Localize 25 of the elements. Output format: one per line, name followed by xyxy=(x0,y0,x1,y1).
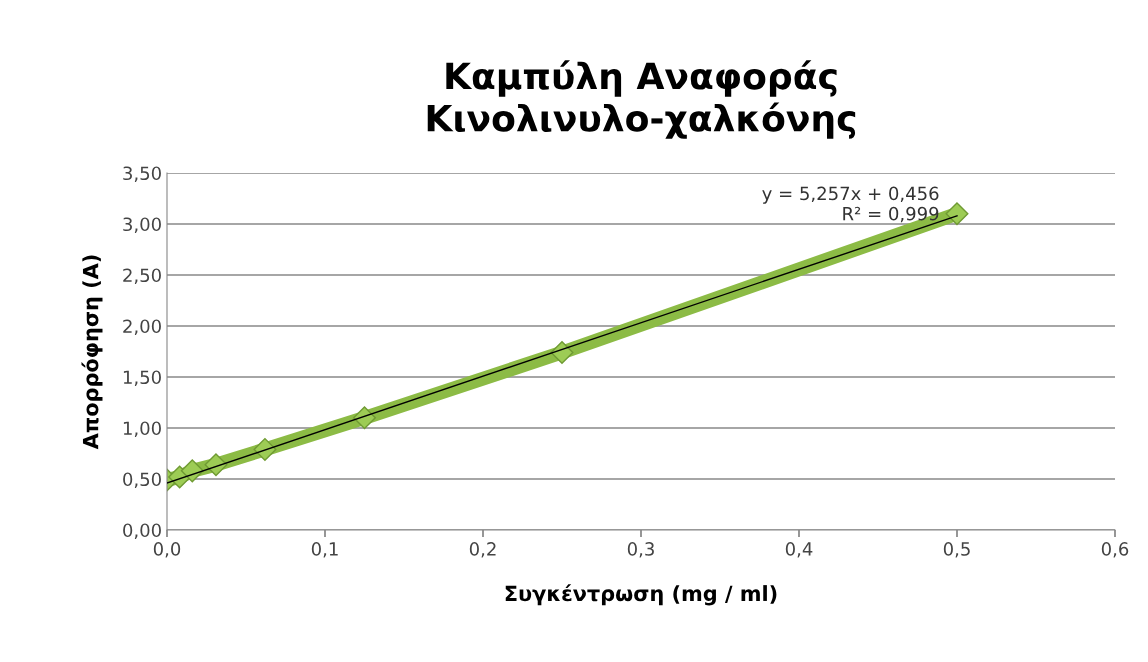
x-tick-label: 0,0 xyxy=(153,542,181,558)
y-tick-label: 2,00 xyxy=(123,319,161,335)
y-tick-label: 1,00 xyxy=(123,421,161,437)
y-tick-label: 0,00 xyxy=(123,523,161,539)
chart-title: Καμπύλη Αναφοράς Κινολινυλο-χαλκόνης xyxy=(427,60,856,139)
x-tick-label: 0,6 xyxy=(1101,542,1129,558)
point xyxy=(180,459,204,483)
y-axis-title: Απορρόφηση (A) xyxy=(81,255,103,450)
x-tick-label: 0,2 xyxy=(469,542,496,558)
point xyxy=(253,437,277,461)
x-tick-label: 0,4 xyxy=(785,542,813,558)
point xyxy=(550,341,574,365)
point xyxy=(204,453,228,477)
y-tick-label: 1,50 xyxy=(123,370,161,386)
y-tick-label: 3,50 xyxy=(123,166,161,182)
y-tick-label: 2,50 xyxy=(123,268,161,284)
point xyxy=(945,202,969,226)
annotation: y = 5,257x + 0,456 R² = 0,999 xyxy=(762,186,939,223)
y-tick-label: 3,00 xyxy=(123,217,161,233)
x-tick-label: 0,3 xyxy=(627,542,654,558)
point xyxy=(353,406,376,430)
x-axis-title: Συγκέντρωση (mg / ml) xyxy=(505,584,777,606)
y-tick-label: 0,50 xyxy=(123,472,161,488)
x-tick-label: 0,5 xyxy=(943,542,970,558)
x-tick-label: 0,1 xyxy=(311,542,338,558)
